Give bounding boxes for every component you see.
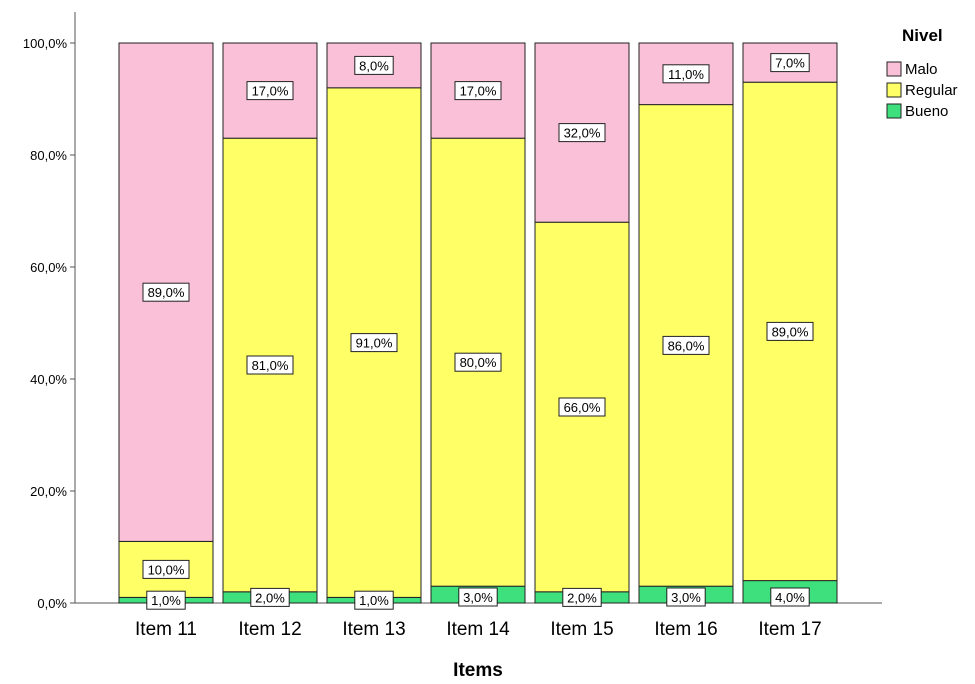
legend-swatch <box>886 103 902 119</box>
data-label-box <box>350 333 398 353</box>
y-tick-label: 20,0% <box>30 484 67 499</box>
x-tick-label: Item 11 <box>135 619 197 640</box>
data-label: 86,0% <box>668 338 705 353</box>
y-tick-label: 0,0% <box>37 596 67 611</box>
data-label-box <box>662 335 710 355</box>
data-label: 2,0% <box>255 590 285 605</box>
y-tick-label: 60,0% <box>30 260 67 275</box>
data-label: 81,0% <box>252 358 289 373</box>
x-axis-title: Items <box>453 660 503 681</box>
data-label-box <box>354 55 394 75</box>
data-label: 10,0% <box>148 562 185 577</box>
x-tick-label: Item 17 <box>758 619 821 640</box>
legend-label: Malo <box>905 61 938 78</box>
data-label-box <box>666 587 706 607</box>
data-label: 91,0% <box>356 336 393 351</box>
data-label: 1,0% <box>151 593 181 608</box>
data-label: 89,0% <box>148 285 185 300</box>
y-tick-label: 100,0% <box>23 36 68 51</box>
y-tick-label: 40,0% <box>30 372 67 387</box>
x-tick-label: Item 13 <box>342 619 405 640</box>
x-tick-label: Item 12 <box>238 619 301 640</box>
legend-label: Regular <box>905 82 958 99</box>
legend-label: Bueno <box>905 103 948 120</box>
data-label: 89,0% <box>772 324 809 339</box>
data-label-box <box>766 321 814 341</box>
data-label-box <box>770 53 810 73</box>
data-label-box <box>250 587 290 607</box>
data-label: 80,0% <box>460 355 497 370</box>
data-label-box <box>246 355 294 375</box>
data-label-box <box>454 81 502 101</box>
data-label-box <box>770 587 810 607</box>
x-tick-label: Item 14 <box>446 619 510 640</box>
data-label-box <box>454 352 502 372</box>
chart-data-labels: 1,0% 10,0% 89,0% 2,0% 81,0% 17,0% 1,0% 91,0% 8,0… <box>142 53 814 610</box>
data-label-box <box>558 397 606 417</box>
data-label-box <box>142 559 190 579</box>
x-tick-label: Item 16 <box>654 619 717 640</box>
legend-title: Nivel <box>902 26 943 45</box>
data-label: 1,0% <box>359 593 389 608</box>
data-label: 2,0% <box>567 590 597 605</box>
data-label-box <box>662 64 710 84</box>
data-label-box <box>354 590 394 610</box>
data-label: 8,0% <box>359 58 389 73</box>
y-tick-labels: 0,0% 20,0% 40,0% 60,0% 80,0% 100,0% <box>23 36 68 611</box>
data-label: 32,0% <box>564 126 601 141</box>
x-tick-labels: Item 11 Item 12 Item 13 Item 14 Item 15 Item … <box>135 619 822 640</box>
data-label: 11,0% <box>668 67 704 82</box>
data-label: 7,0% <box>775 56 805 71</box>
data-label: 4,0% <box>775 590 805 605</box>
x-tick-label: Item 15 <box>550 619 613 640</box>
y-tick-label: 80,0% <box>30 148 67 163</box>
data-label: 3,0% <box>463 590 493 605</box>
data-label: 66,0% <box>564 400 601 415</box>
data-label-box <box>562 587 602 607</box>
data-label: 17,0% <box>252 84 289 99</box>
data-label-box <box>142 282 190 302</box>
data-label: 17,0% <box>460 84 497 99</box>
data-label-box <box>558 123 606 143</box>
chart-bars <box>118 42 838 604</box>
legend-swatch <box>886 82 902 98</box>
legend-swatch <box>886 61 902 77</box>
data-label-box <box>458 587 498 607</box>
legend: Nivel Malo Regular Bueno <box>886 26 958 120</box>
data-label: 3,0% <box>671 590 701 605</box>
data-label-box <box>246 81 294 101</box>
data-label-box <box>146 590 186 610</box>
